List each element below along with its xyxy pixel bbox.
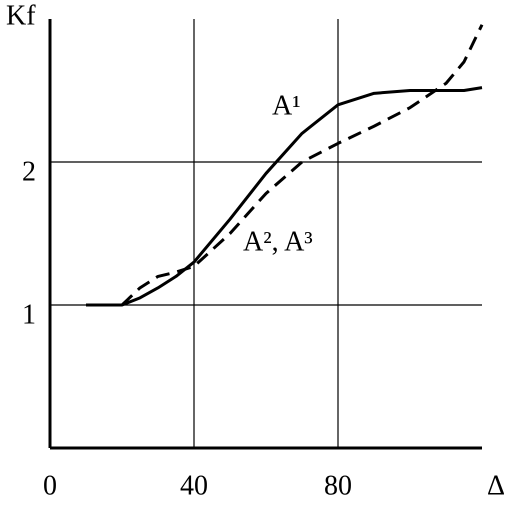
x-tick-label: 80	[324, 470, 352, 501]
x-tick-label: 40	[180, 470, 208, 501]
data-line	[120, 24, 484, 307]
x-tick-label: 0	[43, 470, 57, 501]
series-label: A¹	[272, 90, 301, 121]
series-label: A², A³	[243, 226, 313, 257]
y-tick-label: 2	[22, 156, 36, 187]
y-tick-label: 1	[22, 299, 36, 330]
y-axis-label: Kf	[6, 0, 36, 31]
x-axis-label: Δ	[487, 470, 505, 501]
